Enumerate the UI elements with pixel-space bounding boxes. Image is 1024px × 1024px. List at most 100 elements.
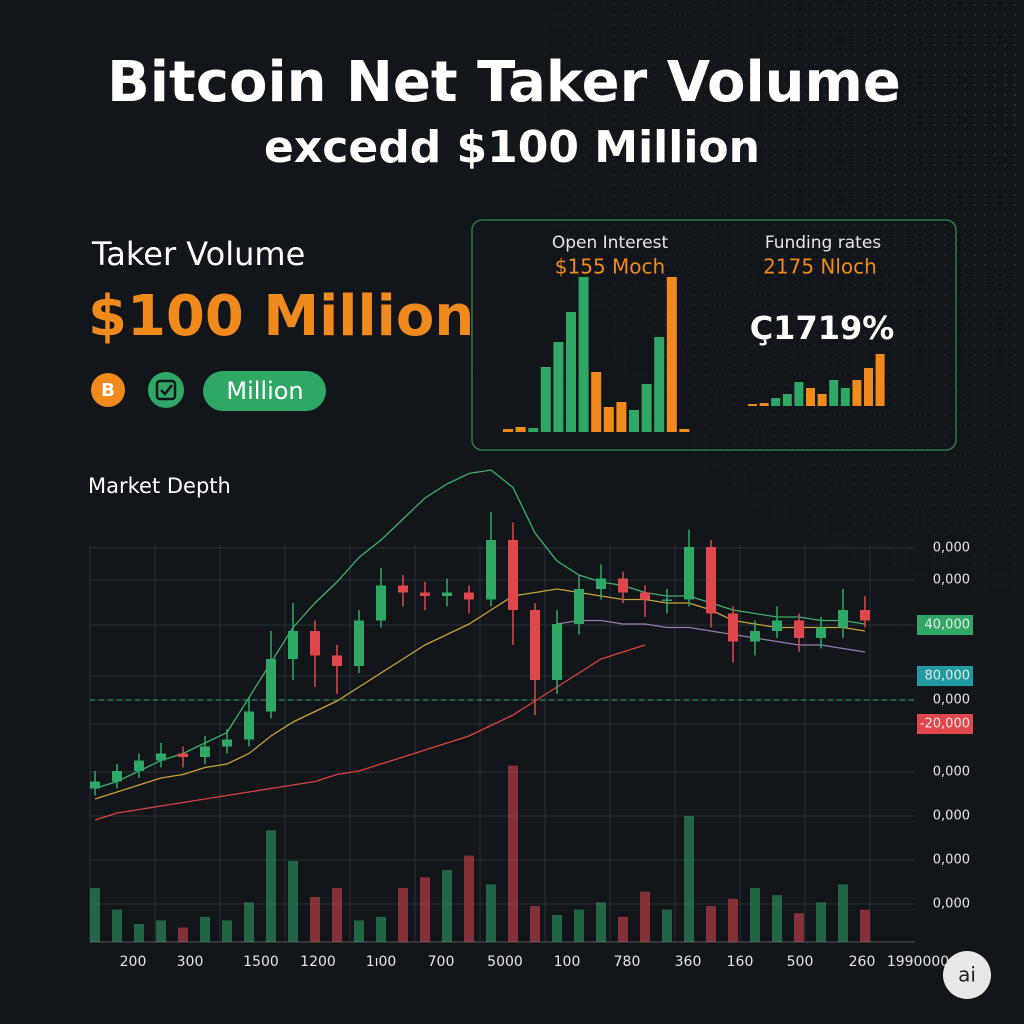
y-tick-label: 0,000 xyxy=(933,897,970,912)
candle-body xyxy=(486,540,496,600)
candle-body xyxy=(728,613,738,642)
volume-bar xyxy=(420,877,430,942)
check-box xyxy=(155,379,177,401)
y-tick-label: 80,000 xyxy=(925,669,971,684)
volume-bar xyxy=(772,895,782,942)
candle-body xyxy=(266,659,276,712)
x-tick-label: 700 xyxy=(428,954,455,970)
candle-body xyxy=(222,739,232,747)
x-tick-label: 5000 xyxy=(487,954,523,970)
candle-body xyxy=(552,624,562,680)
mini-bar xyxy=(654,337,665,432)
indicator-line xyxy=(94,469,866,790)
candle-body xyxy=(618,578,628,593)
oi-label: Open Interest xyxy=(552,233,669,253)
mini-bar xyxy=(782,394,792,406)
candle-body xyxy=(442,592,452,596)
mini-bar xyxy=(503,429,513,432)
x-tick-label: 160 xyxy=(727,954,754,970)
y-tick-label: 40,000 xyxy=(925,618,971,633)
x-tick-label: 260 xyxy=(849,954,876,970)
funding-rate: Ç1719% xyxy=(750,309,895,347)
candle-body xyxy=(750,631,760,642)
mini-bar xyxy=(528,428,539,432)
mini-bar xyxy=(806,388,815,406)
volume-bar xyxy=(728,898,738,942)
volume-bar xyxy=(398,888,408,942)
mini-bar xyxy=(641,384,652,432)
candle-body xyxy=(530,610,540,680)
volume-bar xyxy=(750,888,760,942)
mini-bar xyxy=(540,367,551,432)
volume-bar xyxy=(860,909,870,942)
volume-bar xyxy=(156,920,166,942)
volume-bar xyxy=(794,913,804,942)
volume-bar xyxy=(200,916,210,942)
candle-body xyxy=(508,540,518,610)
mini-bar xyxy=(759,403,769,406)
taker-value: $100 Million xyxy=(88,284,474,349)
ai-text: ai xyxy=(958,963,976,987)
candle-body xyxy=(662,599,672,601)
volume-bar xyxy=(310,897,320,942)
candle-body xyxy=(90,781,100,789)
mini-bar xyxy=(875,354,885,406)
ai-badge xyxy=(943,951,991,999)
candle-body xyxy=(706,547,716,614)
volume-bar xyxy=(266,830,276,942)
x-tick-label: 300 xyxy=(177,954,204,970)
x-tick-label: 360 xyxy=(675,954,702,970)
x-tick-label: 1990000 xyxy=(887,954,949,970)
title: Bitcoin Net Taker Volume xyxy=(107,50,901,115)
y-label-bg xyxy=(917,666,973,686)
volume-bar xyxy=(354,920,364,942)
candle-body xyxy=(794,620,804,638)
candle-body xyxy=(640,592,650,600)
candle-body xyxy=(376,585,386,621)
volume-bar xyxy=(112,909,122,942)
volume-bar xyxy=(332,888,342,942)
million-pill xyxy=(203,371,326,411)
volume-bar xyxy=(90,888,100,942)
volume-bar xyxy=(838,884,848,942)
candle-body xyxy=(464,592,474,600)
candle-body xyxy=(178,753,188,757)
y-tick-label: -20,000 xyxy=(920,717,970,732)
volume-bar xyxy=(442,870,452,942)
x-tick-label: 1200 xyxy=(300,954,336,970)
x-tick-label: 1500 xyxy=(243,954,279,970)
volume-bar xyxy=(244,902,254,942)
candle-body xyxy=(112,771,122,782)
candle-body xyxy=(838,610,848,628)
volume-bar xyxy=(288,861,298,942)
candle-body xyxy=(574,589,584,624)
y-label-bg xyxy=(917,714,973,734)
volume-bar xyxy=(706,906,716,942)
volume-bar xyxy=(178,927,188,942)
volume-bar xyxy=(134,924,144,942)
volume-bar xyxy=(222,920,232,942)
y-tick-label: 0,000 xyxy=(933,541,970,556)
mini-bar xyxy=(829,380,839,406)
y-tick-label: 0,000 xyxy=(933,573,970,588)
candle-body xyxy=(354,620,364,666)
mini-bar xyxy=(864,368,873,406)
mini-bar xyxy=(852,380,862,406)
volume-bar xyxy=(816,902,826,942)
volume-bar xyxy=(464,855,474,942)
stats-panel xyxy=(471,219,957,451)
mini-bar xyxy=(553,342,564,432)
mini-bar xyxy=(679,429,690,432)
x-tick-label: 200 xyxy=(120,954,147,970)
volume-bar xyxy=(530,906,540,942)
mini-bar xyxy=(578,277,589,432)
volume-bar xyxy=(640,891,650,942)
candle-body xyxy=(244,711,254,740)
check-icon xyxy=(148,372,184,408)
market-depth-title: Market Depth xyxy=(88,474,231,498)
volume-bar xyxy=(508,765,518,942)
y-tick-label: 0,000 xyxy=(933,853,970,868)
y-tick-label: 0,000 xyxy=(933,809,970,824)
oi-value: $155 Moch xyxy=(555,255,665,279)
